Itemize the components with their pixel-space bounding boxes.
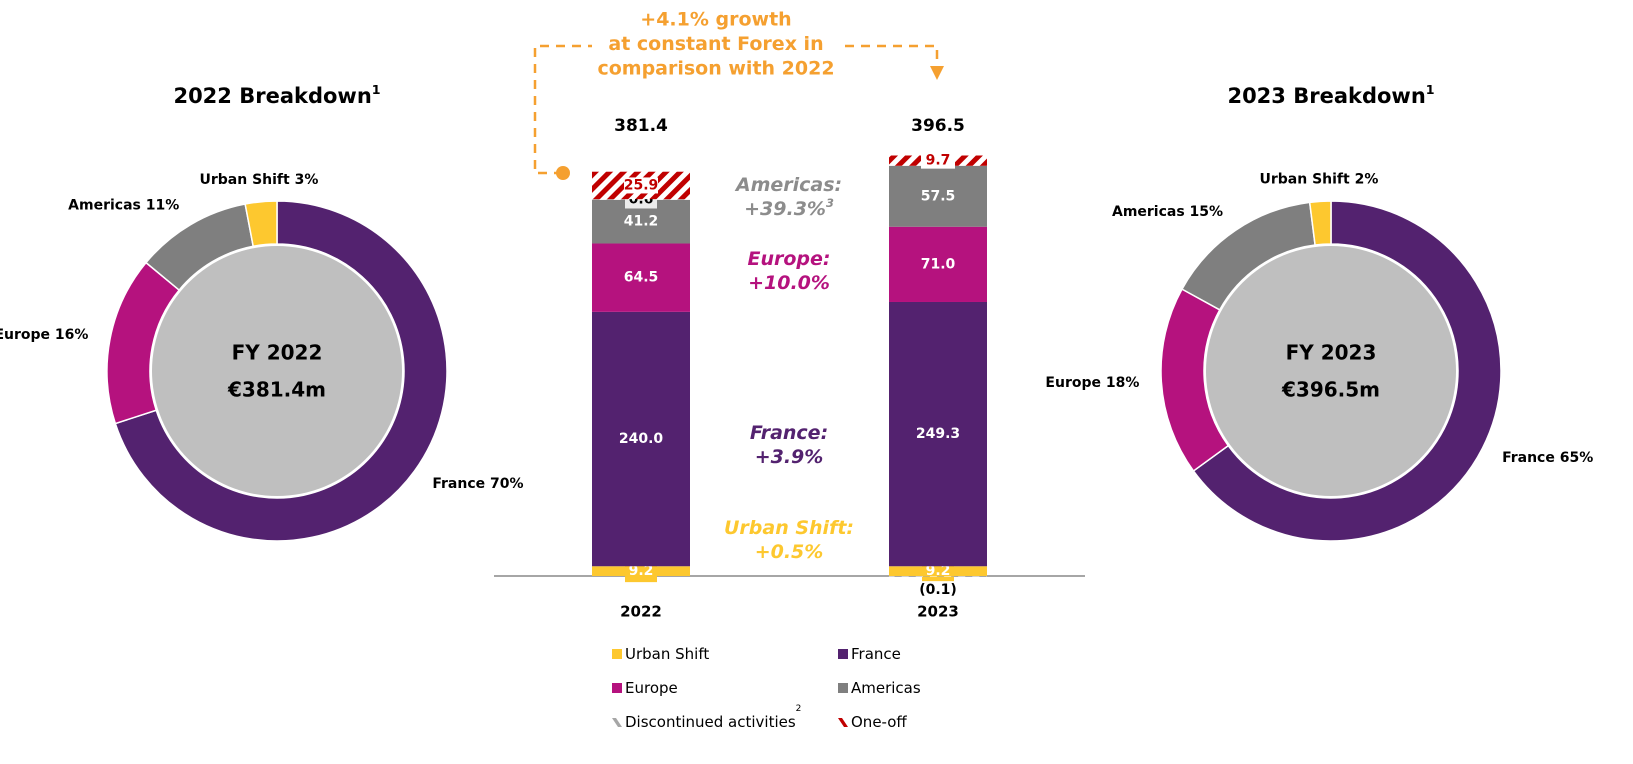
- bar-segment: [889, 576, 987, 577]
- annotation-text: Europe:: [747, 248, 830, 270]
- legend-text: Discontinued activities: [625, 713, 796, 731]
- legend-label: France: [851, 645, 901, 663]
- center-label: €396.5m: [1281, 378, 1380, 402]
- legend-swatch: [612, 649, 622, 659]
- slice-label: Americas 11%: [68, 198, 179, 214]
- pie-slice: [244, 200, 278, 248]
- footnote: 3: [826, 196, 834, 210]
- legend-swatch: [612, 683, 622, 693]
- growth-annotation: Europe:: [747, 248, 830, 270]
- pie-title: 2023 Breakdown1: [1227, 82, 1434, 109]
- annotation-text: Urban Shift:: [724, 517, 854, 539]
- annotation-text: France:: [750, 422, 828, 444]
- value-label: 25.9: [624, 177, 659, 193]
- growth-annotation: Americas:: [734, 174, 842, 196]
- legend-text: France: [851, 645, 901, 663]
- bar-segment: [889, 165, 987, 227]
- bar-segment: [889, 301, 987, 567]
- value-label: 64.5: [624, 270, 659, 286]
- pie-center: [152, 246, 402, 496]
- value-label: 240.0: [619, 431, 664, 447]
- slice-label: Europe 16%: [0, 327, 88, 343]
- arrow-head: [930, 66, 944, 80]
- annotation-text: +3.9%: [755, 446, 824, 468]
- growth-note: at constant Forex in: [608, 33, 823, 55]
- legend-text: Europe: [625, 679, 678, 697]
- legend-text: One-off: [851, 713, 907, 731]
- annotation-text: +0.5%: [755, 541, 824, 563]
- growth-annotation: Urban Shift:: [724, 517, 854, 539]
- legend-label: Americas: [851, 679, 921, 697]
- label-box: [624, 177, 658, 194]
- growth-note: comparison with 2022: [597, 58, 834, 80]
- value-label: 9.7: [926, 153, 951, 169]
- pie-slice: [1308, 200, 1332, 246]
- label-box: [922, 581, 954, 599]
- center-label: €381.4m: [227, 378, 326, 402]
- growth-annotation: +39.3%3: [744, 196, 834, 220]
- legend-swatch: [838, 718, 848, 727]
- growth-annotation: France:: [750, 422, 828, 444]
- value-label: 9.2: [926, 563, 951, 579]
- legend-label: Urban Shift: [625, 645, 709, 663]
- bar-segment: [889, 226, 987, 302]
- footnote: 1: [1426, 82, 1435, 97]
- pie-center: [1206, 246, 1456, 496]
- center-label: FY 2023: [1286, 341, 1377, 365]
- legend-label: Discontinued activities2: [625, 704, 801, 731]
- slice-label: France 65%: [1502, 450, 1593, 466]
- value-label: (0.1): [919, 582, 957, 598]
- value-label: 41.2: [624, 214, 659, 230]
- bar-segment: [592, 243, 690, 312]
- legend-swatch: [838, 649, 848, 659]
- value-label: 71.0: [921, 256, 956, 272]
- growth-annotation: +10.0%: [748, 272, 830, 294]
- arrow-dot: [556, 166, 570, 180]
- slice-label: Americas 15%: [1112, 204, 1223, 220]
- legend-label: Europe: [625, 679, 678, 697]
- x-tick-label: 2023: [917, 603, 959, 621]
- value-label: 9.2: [629, 563, 654, 579]
- footnote: 2: [796, 704, 802, 714]
- slice-label: Urban Shift 3%: [200, 172, 319, 188]
- growth-arrow: [533, 44, 939, 175]
- footnote: 1: [372, 82, 381, 97]
- pie-title: 2022 Breakdown1: [173, 82, 380, 109]
- growth-annotation: +3.9%: [755, 446, 824, 468]
- total-label: 381.4: [614, 116, 668, 136]
- pie-slice: [1192, 200, 1502, 542]
- title-text: 2023 Breakdown: [1227, 84, 1425, 108]
- legend-text: Americas: [851, 679, 921, 697]
- slice-label: France 70%: [432, 476, 523, 492]
- legend-text: Urban Shift: [625, 645, 709, 663]
- legend-swatch: [612, 718, 622, 727]
- growth-annotation: +0.5%: [755, 541, 824, 563]
- annotation-text: +10.0%: [748, 272, 830, 294]
- growth-note: +4.1% growth: [640, 9, 791, 31]
- center-label: FY 2022: [232, 341, 323, 365]
- x-tick-label: 2022: [620, 603, 662, 621]
- pie-slice: [114, 200, 448, 542]
- value-label: 57.5: [921, 188, 956, 204]
- legend-label: One-off: [851, 713, 907, 731]
- label-box: [921, 152, 955, 169]
- value-label: 249.3: [916, 426, 960, 442]
- annotation-text: +39.3%: [744, 198, 826, 220]
- slice-label: Urban Shift 2%: [1260, 171, 1379, 187]
- legend-swatch: [838, 683, 848, 693]
- slice-label: Europe 18%: [1045, 375, 1139, 391]
- bar-segment: [592, 311, 690, 567]
- total-label: 396.5: [911, 116, 965, 136]
- annotation-text: Americas:: [734, 174, 842, 196]
- title-text: 2022 Breakdown: [173, 84, 371, 108]
